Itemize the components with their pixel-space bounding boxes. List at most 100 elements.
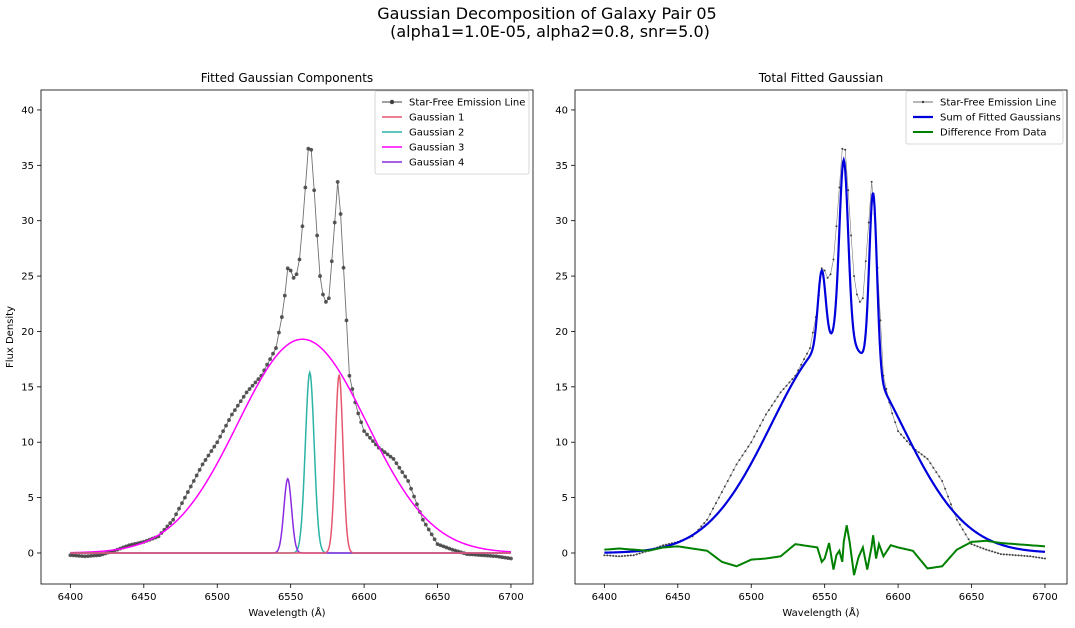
data-point: [750, 441, 753, 444]
data-point: [71, 553, 76, 558]
y-tick-label: 40: [555, 105, 568, 116]
data-point: [606, 554, 609, 557]
data-point: [753, 435, 756, 438]
data-point: [944, 487, 947, 490]
legend-label: Sum of Fitted Gaussians: [940, 113, 1061, 124]
data-point: [932, 466, 935, 469]
data-point: [864, 260, 867, 263]
data-point: [929, 462, 932, 465]
x-tick-label: 6450: [131, 592, 156, 603]
y-tick-label: 15: [21, 382, 34, 393]
data-point: [967, 538, 970, 541]
data-point: [891, 412, 894, 415]
data-point: [1032, 555, 1035, 558]
data-point: [996, 552, 999, 555]
data-point: [703, 522, 706, 525]
data-point: [227, 418, 231, 422]
data-point: [844, 148, 847, 151]
data-point: [926, 457, 929, 460]
data-point: [506, 556, 510, 560]
x-tick-label: 6600: [351, 592, 376, 603]
x-axis-label: Wavelength (Å): [782, 606, 859, 619]
data-point: [949, 503, 952, 506]
data-point: [779, 391, 782, 394]
data-point: [720, 491, 723, 494]
data-point: [215, 440, 220, 445]
data-point: [1011, 553, 1014, 556]
data-point: [271, 351, 275, 356]
y-axis-label: Flux Density: [5, 306, 16, 368]
data-point: [294, 272, 299, 277]
y-tick-label: 35: [555, 161, 568, 172]
data-point: [900, 433, 903, 436]
data-point: [297, 257, 302, 262]
data-point: [359, 420, 364, 425]
data-point: [803, 358, 806, 361]
data-point: [855, 293, 858, 296]
data-point: [1035, 556, 1038, 559]
x-tick-label: 6550: [812, 592, 837, 603]
data-point: [183, 495, 187, 500]
data-point: [638, 552, 641, 555]
data-series-line: [604, 148, 1046, 559]
data-point: [776, 395, 779, 398]
data-point: [1008, 553, 1011, 556]
panel-title: Total Fitted Gaussian: [758, 71, 883, 85]
data-point: [282, 293, 287, 298]
data-point: [335, 180, 340, 184]
legend-marker: [389, 99, 395, 105]
data-point: [321, 292, 325, 297]
data-point: [423, 522, 428, 527]
data-point: [503, 555, 507, 560]
data-point: [429, 532, 434, 537]
data-point: [368, 435, 372, 440]
data-point: [1005, 553, 1008, 556]
data-point: [441, 544, 446, 549]
data-point: [920, 453, 923, 456]
data-point: [224, 423, 228, 428]
data-point: [265, 362, 270, 367]
data-point: [288, 268, 293, 273]
x-tick-label: 6650: [959, 592, 984, 603]
x-tick-label: 6500: [739, 592, 764, 603]
data-point: [91, 553, 96, 558]
x-tick-label: 6500: [205, 592, 230, 603]
data-point: [485, 553, 490, 558]
data-point: [509, 556, 513, 561]
data-point: [902, 436, 905, 439]
data-point: [759, 424, 762, 427]
data-point: [241, 394, 246, 399]
data-point: [324, 300, 328, 304]
data-point: [853, 275, 856, 278]
data-point: [782, 388, 785, 391]
data-point: [388, 454, 393, 459]
data-point: [976, 545, 979, 548]
data-point: [744, 450, 747, 453]
data-point: [603, 554, 606, 557]
data-point: [194, 473, 199, 478]
y-tick-label: 30: [21, 216, 34, 227]
x-tick-label: 6450: [665, 592, 690, 603]
data-point: [412, 494, 416, 499]
data-point: [641, 551, 644, 554]
data-point: [403, 474, 408, 479]
data-point: [1026, 555, 1029, 558]
legend-entry: Star-Free Emission Line: [913, 98, 1056, 109]
data-point: [811, 331, 814, 334]
data-point: [1020, 554, 1023, 557]
data-point: [785, 384, 788, 387]
data-point: [394, 461, 399, 466]
legend-label: Gaussian 2: [409, 128, 464, 139]
axes-frame: [40, 89, 534, 585]
data-point: [356, 411, 361, 416]
data-point: [870, 180, 873, 183]
panel-title: Fitted Gaussian Components: [201, 71, 373, 85]
data-point: [309, 147, 314, 152]
data-point: [973, 544, 976, 547]
y-tick-label: 25: [21, 272, 34, 283]
data-point: [279, 315, 284, 319]
data-point: [1017, 554, 1020, 557]
data-point: [409, 486, 414, 491]
data-point: [1029, 555, 1032, 558]
legend-label: Gaussian 3: [409, 143, 464, 154]
